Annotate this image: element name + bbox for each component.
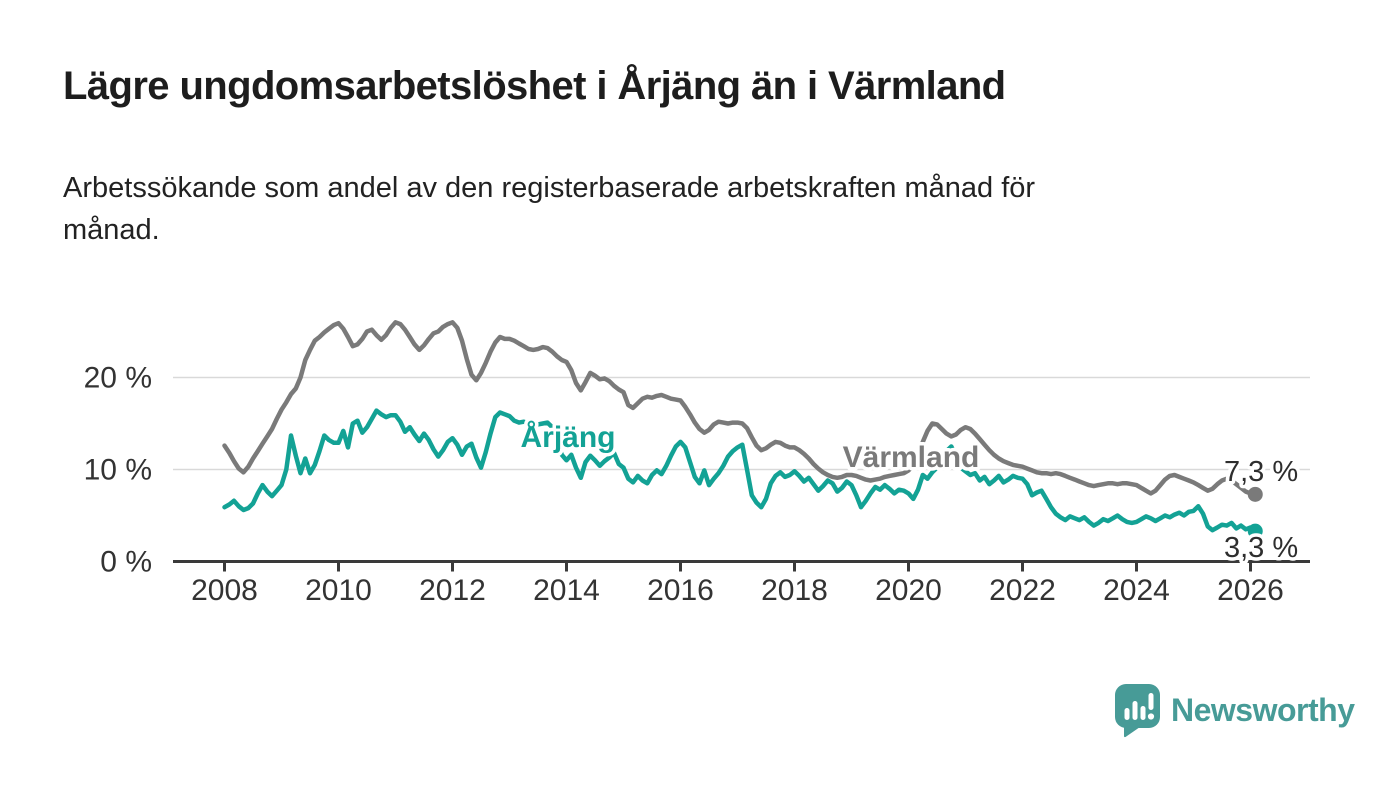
- x-axis-tick-label: 2014: [533, 574, 600, 607]
- series-label-varmland: Värmland: [843, 441, 980, 474]
- series-end-dot-arjang: [1247, 523, 1263, 539]
- x-axis-tick-label: 2012: [419, 574, 486, 607]
- end-value-arjang: 3,3 %: [1224, 532, 1298, 564]
- y-axis-tick-label: 10 %: [84, 454, 152, 487]
- x-axis-tick-label: 2008: [191, 574, 258, 607]
- y-axis-tick-label: 0 %: [100, 546, 152, 579]
- logo-bars-icon: [1124, 693, 1155, 720]
- series-end-dot-varmland: [1247, 486, 1263, 502]
- end-value-varmland: 7,3 %: [1224, 456, 1298, 488]
- chart-subtitle: Arbetssökande som andel av den registerb…: [63, 167, 1313, 251]
- x-axis-tick-label: 2020: [875, 574, 942, 607]
- newsworthy-logo: Newsworthy: [1114, 683, 1355, 738]
- x-axis-tick-label: 2016: [647, 574, 714, 607]
- page-title: Lägre ungdomsarbetslöshet i Årjäng än i …: [63, 64, 1006, 108]
- series-line-arjang: [222, 408, 1258, 534]
- newsworthy-logo-icon: [1115, 684, 1160, 738]
- series-label-arjang: Årjäng: [520, 421, 615, 454]
- newsworthy-logo-text: Newsworthy: [1171, 692, 1355, 728]
- subtitle-line-1: Arbetssökande som andel av den registerb…: [63, 172, 1036, 204]
- x-axis-tick-label: 2022: [989, 574, 1056, 607]
- plot-area: 0 % 10 % 20 % 2008 2010 2012 2014 2016 2018 2020 2…: [84, 320, 1310, 607]
- x-axis-tick-label: 2018: [761, 574, 828, 607]
- x-axis-tick-label: 2024: [1103, 574, 1170, 607]
- x-axis-tick-label: 2010: [305, 574, 372, 607]
- subtitle-line-2: månad.: [63, 214, 160, 246]
- y-axis-tick-label: 20 %: [84, 362, 152, 395]
- x-axis-tick-label: 2026: [1217, 574, 1284, 607]
- series-line-varmland: [222, 320, 1258, 497]
- annotation-layer: Årjäng Värmland 7,3 % 3,3 %: [517, 418, 1302, 568]
